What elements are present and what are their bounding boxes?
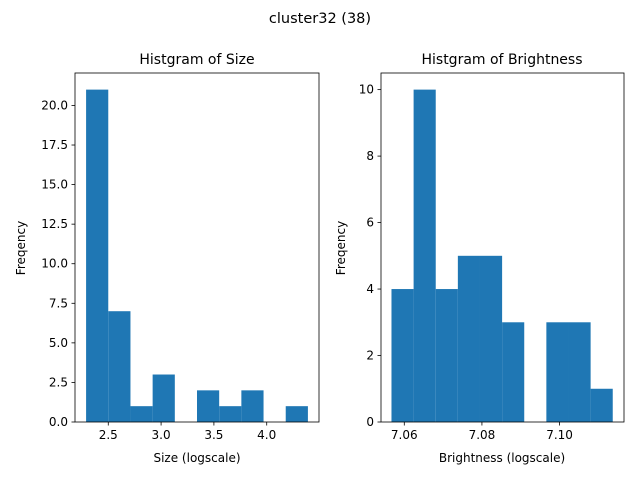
size-histogram-ytick-label: 5.0: [49, 336, 68, 350]
brightness-histogram-title: Histgram of Brightness: [421, 52, 582, 68]
size-histogram-xtick-label: 3.0: [152, 428, 171, 442]
brightness-histogram-xtick-label: 7.10: [546, 428, 573, 442]
size-histogram-frame: [74, 72, 320, 423]
size-histogram-xtick-label: 3.5: [204, 428, 223, 442]
brightness-histogram-ytick-label: 10: [359, 83, 374, 97]
size-histogram-xtick-label: 2.5: [99, 428, 118, 442]
brightness-histogram-bar: [568, 322, 591, 422]
size-histogram-bar: [241, 390, 264, 422]
brightness-histogram-bar: [457, 255, 480, 422]
brightness-histogram-bar: [590, 388, 613, 422]
size-histogram-bar: [108, 311, 131, 422]
brightness-histogram-xtick-label: 7.08: [469, 428, 496, 442]
size-histogram-axes: Histgram of Size Size (logscale) Freqenc…: [14, 52, 320, 465]
size-histogram-bar: [219, 406, 242, 422]
size-histogram-bar: [86, 89, 109, 422]
size-histogram-title: Histgram of Size: [139, 52, 254, 68]
size-histogram-ytick-label: 12.5: [41, 217, 68, 231]
brightness-histogram-ytick-label: 8: [366, 149, 374, 163]
brightness-histogram-bar: [502, 322, 525, 422]
brightness-histogram-bar: [413, 89, 436, 422]
size-histogram-ytick-label: 10.0: [41, 257, 68, 271]
brightness-histogram-ytick-label: 0: [366, 415, 374, 429]
size-histogram-ytick-label: 7.5: [49, 296, 68, 310]
brightness-histogram-axes: Histgram of Brightness Brightness (logsc…: [334, 52, 625, 465]
size-histogram-xlabel: Size (logscale): [153, 451, 240, 465]
size-histogram-ytick-label: 17.5: [41, 138, 68, 152]
brightness-histogram-bar: [435, 289, 458, 422]
figure-suptitle: cluster32 (38): [269, 11, 371, 27]
size-histogram-bar: [285, 406, 308, 422]
brightness-histogram-bar: [546, 322, 569, 422]
size-histogram-xtick-label: 4.0: [257, 428, 276, 442]
size-histogram-bar: [152, 374, 175, 422]
brightness-histogram-ytick-label: 6: [366, 216, 374, 230]
brightness-histogram-xlabel: Brightness (logscale): [439, 451, 565, 465]
brightness-histogram-xtick-label: 7.06: [391, 428, 418, 442]
brightness-histogram-frame: [380, 72, 625, 423]
size-histogram-ytick-label: 20.0: [41, 98, 68, 112]
size-histogram-ytick-label: 0.0: [49, 415, 68, 429]
brightness-histogram-bar: [479, 255, 503, 422]
brightness-histogram-ylabel: Freqency: [334, 221, 348, 275]
brightness-histogram-ytick-label: 2: [366, 349, 374, 363]
size-histogram-ylabel: Freqency: [14, 221, 28, 275]
brightness-histogram-bar: [391, 289, 414, 422]
brightness-histogram-ytick-label: 4: [366, 282, 374, 296]
size-histogram-ytick-label: 2.5: [49, 375, 68, 389]
size-histogram-bar: [197, 390, 220, 422]
size-histogram-bar: [130, 406, 153, 422]
size-histogram-ytick-label: 15.0: [41, 178, 68, 192]
